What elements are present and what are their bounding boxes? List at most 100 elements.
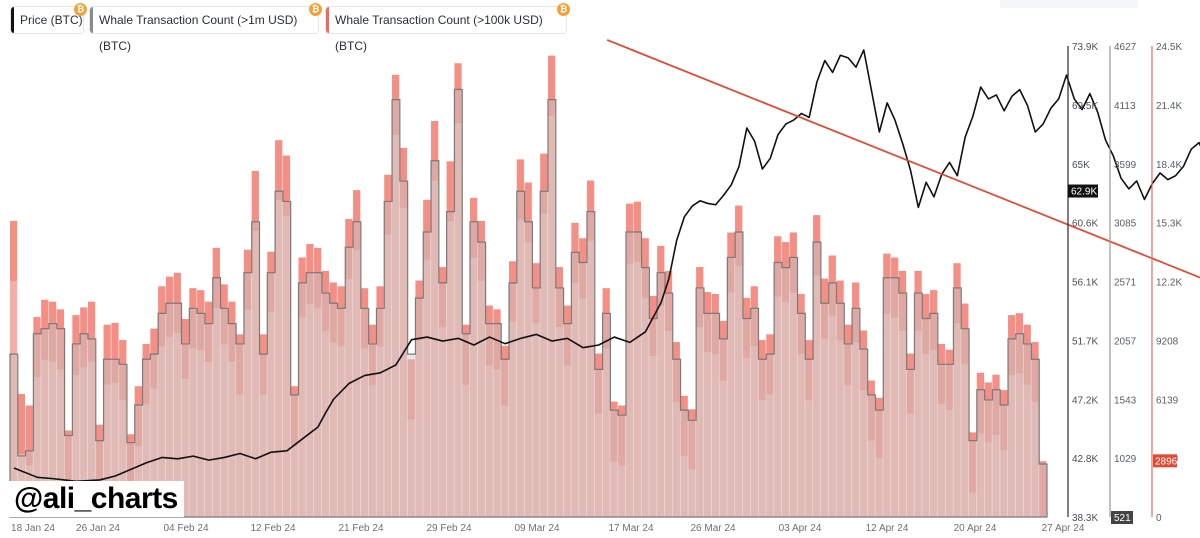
axis-tick-price-0: 73.9K: [1072, 42, 1098, 53]
bar-100k-top-69: [547, 55, 556, 116]
x-tick-8: 26 Mar 24: [690, 523, 735, 534]
legend-item-whale-1m[interactable]: Whale Transaction Count (>1m USD) (BTC) …: [89, 3, 322, 53]
bar-100k-top-102: [805, 340, 813, 401]
bar-100k-60: [477, 220, 486, 517]
bar-100k-top-99: [781, 242, 790, 303]
bar-100k-97: [766, 334, 774, 517]
x-tick-11: 20 Apr 24: [954, 523, 997, 534]
bar-100k-top-119: [937, 343, 946, 404]
bar-100k-94: [742, 297, 751, 517]
bar-100k-17: [142, 343, 150, 517]
bar-100k-75: [594, 353, 602, 517]
bar-100k-top-73: [579, 238, 587, 299]
bar-100k-44: [353, 190, 361, 517]
axis-tick-count_100k-8: 0: [1156, 513, 1162, 524]
bar-100k-top-49: [392, 74, 400, 135]
price-badge: [1068, 184, 1098, 198]
axis-tick-price-8: 38.3K: [1072, 513, 1098, 524]
bar-100k-top-39: [314, 247, 322, 308]
bar-100k-top-87: [688, 409, 696, 470]
bar-100k-top-89: [703, 292, 712, 353]
bar-100k-top-64: [509, 261, 517, 322]
bar-100k-64: [509, 261, 517, 517]
bitcoin-icon: ₿: [557, 3, 570, 16]
bar-100k-2: [25, 405, 33, 517]
bar-100k-20: [165, 276, 174, 517]
bar-100k-122: [961, 303, 969, 517]
bar-100k-101: [797, 294, 805, 517]
bar-100k-25: [204, 301, 213, 517]
bar-100k-top-76: [602, 288, 610, 349]
bar-100k-top-34: [275, 140, 283, 201]
bar-100k-104: [820, 278, 829, 517]
bar-100k-115: [906, 353, 914, 517]
bar-100k-top-97: [766, 334, 774, 395]
bar-100k-top-32: [259, 334, 267, 395]
bar-100k-5: [48, 301, 57, 517]
bar-100k-126: [992, 374, 1000, 517]
x-tick-7: 17 Mar 24: [608, 523, 653, 534]
bar-100k-top-46: [368, 324, 376, 385]
bar-100k-84: [664, 270, 673, 517]
bar-100k-top-10: [87, 301, 96, 362]
axis-tick-count_1m-7: 1029: [1114, 454, 1137, 465]
bar-100k-52: [415, 280, 423, 517]
bar-100k-37: [298, 257, 306, 517]
bar-100k-86: [680, 395, 688, 517]
bar-100k-top-77: [610, 401, 618, 462]
axis-tick-count_1m-0: 4627: [1114, 42, 1137, 53]
bar-100k-130: [1023, 324, 1031, 517]
bar-100k-top-70: [555, 267, 563, 328]
bar-100k-83: [657, 245, 665, 517]
bar-100k-32: [259, 334, 267, 517]
bar-100k-108: [852, 282, 860, 517]
bar-100k-38: [306, 244, 314, 517]
price-badge-text: 62.9K: [1071, 187, 1097, 198]
bar-100k-47: [376, 286, 384, 517]
bar-100k-top-5: [48, 301, 57, 362]
bar-100k-50: [399, 147, 408, 517]
bar-100k-top-3: [33, 317, 41, 378]
bar-100k-18: [150, 328, 158, 517]
bar-100k-132: [1039, 461, 1047, 517]
bar-100k-top-44: [353, 190, 361, 251]
legend-item-whale-100k[interactable]: Whale Transaction Count (>100k USD) (BTC…: [325, 3, 570, 53]
x-tick-3: 12 Feb 24: [250, 523, 295, 534]
bar-100k-12: [103, 324, 111, 517]
bar-100k-top-54: [431, 120, 439, 181]
bar-100k-top-37: [298, 257, 306, 318]
bar-100k-top-103: [813, 215, 821, 276]
bar-100k-top-90: [711, 294, 719, 354]
bar-100k-95: [750, 286, 758, 517]
bar-100k-top-55: [438, 267, 447, 328]
bar-100k-top-109: [859, 330, 868, 391]
legend-item-price[interactable]: Price (BTC) ₿: [10, 3, 87, 34]
bar-100k-top-35: [282, 155, 291, 216]
bar-100k-top-23: [189, 288, 197, 349]
bar-100k-105: [828, 255, 836, 518]
bar-100k-top-74: [586, 180, 595, 241]
bar-100k-57: [454, 63, 462, 518]
x-tick-0: 18 Jan 24: [11, 523, 55, 534]
bar-100k-49: [392, 74, 400, 517]
axis-tick-count_1m-6: 1543: [1114, 395, 1137, 406]
axis-tick-count_1m-3: 3085: [1114, 219, 1137, 230]
bar-100k-top-22: [181, 318, 189, 379]
axis-tick-count_1m-1: 4113: [1114, 101, 1136, 112]
bar-100k-107: [844, 324, 852, 517]
bar-100k-93: [735, 205, 743, 517]
bar-100k-111: [875, 397, 883, 517]
bar-100k-118: [930, 290, 938, 517]
bar-100k-102: [805, 340, 813, 517]
bar-100k-43: [345, 219, 353, 517]
bar-100k-top-6: [56, 309, 64, 370]
bar-100k-96: [758, 340, 766, 517]
bar-100k-63: [501, 345, 509, 517]
bar-100k-21: [173, 272, 181, 517]
bar-100k-top-27: [220, 284, 228, 345]
bar-100k-40: [321, 270, 330, 517]
axis-tick-count_1m-5: 2057: [1114, 336, 1137, 347]
bar-100k-36: [290, 386, 298, 517]
x-tick-10: 12 Apr 24: [866, 523, 909, 534]
